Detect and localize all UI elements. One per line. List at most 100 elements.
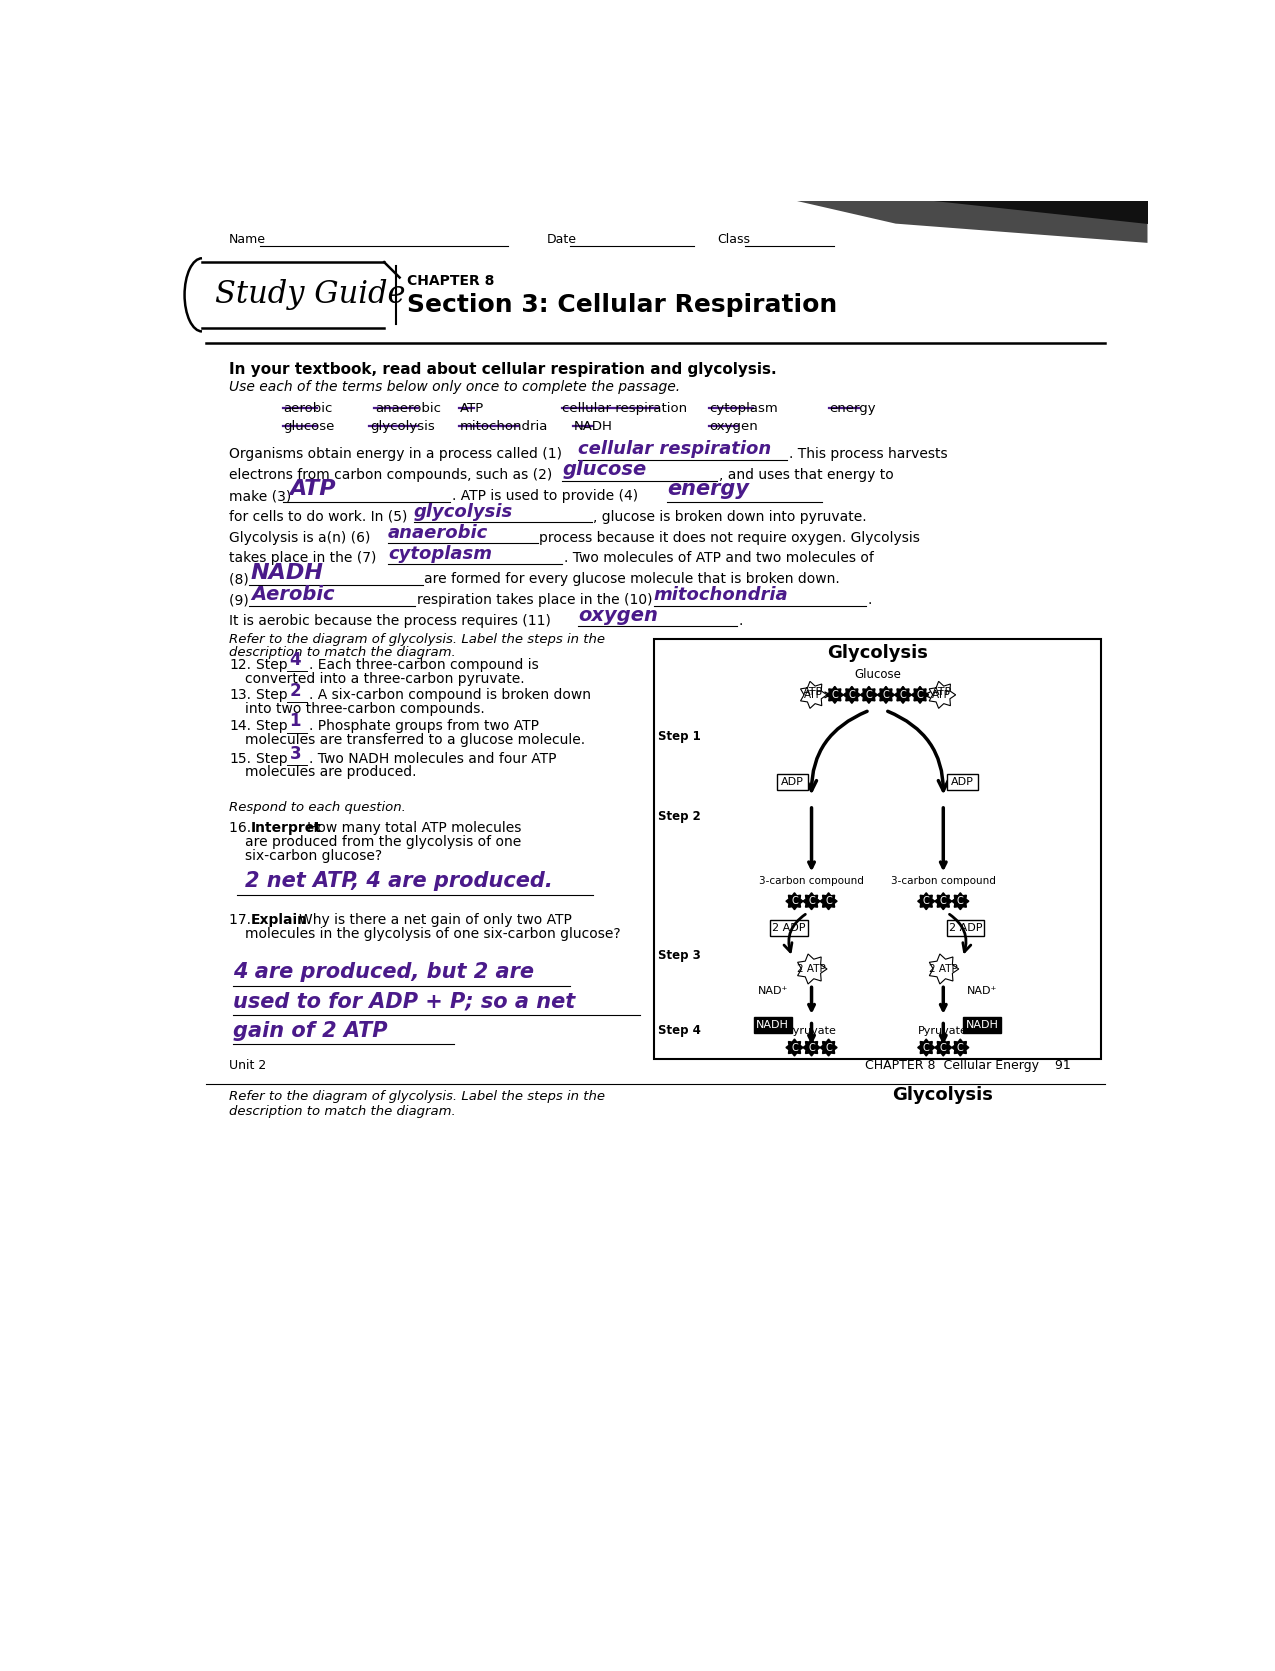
Text: Step: Step — [256, 688, 292, 702]
Text: are formed for every glucose molecule that is broken down.: are formed for every glucose molecule th… — [425, 571, 840, 587]
Bar — [947, 774, 978, 790]
Text: , glucose is broken down into pyruvate.: , glucose is broken down into pyruvate. — [593, 510, 867, 523]
Text: Step 3: Step 3 — [658, 949, 701, 962]
Text: Glycolysis: Glycolysis — [827, 643, 928, 662]
Text: NAD⁺: NAD⁺ — [757, 986, 788, 996]
Text: electrons from carbon compounds, such as (2): electrons from carbon compounds, such as… — [230, 468, 557, 483]
Text: 3-carbon compound: 3-carbon compound — [759, 876, 864, 886]
Polygon shape — [952, 1039, 969, 1056]
Text: C: C — [958, 1043, 964, 1053]
Text: Refer to the diagram of glycolysis. Label the steps in the: Refer to the diagram of glycolysis. Labe… — [230, 633, 606, 647]
Text: C: C — [866, 690, 872, 700]
Text: description to match the diagram.: description to match the diagram. — [230, 1105, 456, 1118]
Text: cellular respiration: cellular respiration — [562, 403, 687, 416]
Text: anaerobic: anaerobic — [388, 523, 488, 541]
Text: description to match the diagram.: description to match the diagram. — [230, 647, 456, 660]
Text: Step: Step — [256, 752, 292, 765]
Polygon shape — [820, 1039, 838, 1056]
Text: 14.: 14. — [230, 719, 251, 734]
Polygon shape — [929, 954, 959, 984]
Text: molecules are transferred to a glucose molecule.: molecules are transferred to a glucose m… — [245, 734, 585, 747]
Text: 15.: 15. — [230, 752, 251, 765]
Text: ATP: ATP — [803, 687, 824, 697]
Bar — [770, 921, 807, 936]
Text: energy: energy — [667, 480, 748, 500]
Text: Step: Step — [256, 719, 292, 734]
Text: C: C — [917, 690, 923, 700]
Text: aerobic: aerobic — [283, 403, 333, 416]
Bar — [947, 921, 984, 936]
Text: six-carbon glucose?: six-carbon glucose? — [245, 849, 381, 862]
Polygon shape — [935, 201, 1148, 224]
Text: Interpret: Interpret — [251, 820, 321, 836]
Text: It is aerobic because the process requires (11): It is aerobic because the process requir… — [230, 613, 556, 628]
Text: glycolysis: glycolysis — [413, 503, 513, 521]
Text: ADP: ADP — [951, 777, 974, 787]
Polygon shape — [918, 1039, 935, 1056]
Polygon shape — [843, 687, 861, 703]
Text: 12.: 12. — [230, 658, 251, 672]
Text: Name: Name — [230, 232, 266, 246]
Text: C: C — [923, 896, 929, 906]
Polygon shape — [895, 687, 912, 703]
Polygon shape — [952, 892, 969, 909]
Text: Step 1: Step 1 — [658, 730, 701, 742]
Text: . ATP is used to provide (4): . ATP is used to provide (4) — [453, 490, 643, 503]
Text: 1: 1 — [289, 712, 301, 730]
Text: used to for ADP + P; so a net: used to for ADP + P; so a net — [233, 991, 575, 1011]
Text: . Two NADH molecules and four ATP: . Two NADH molecules and four ATP — [309, 752, 556, 765]
Text: oxygen: oxygen — [710, 419, 759, 433]
Text: Unit 2: Unit 2 — [230, 1059, 266, 1073]
Text: ATP: ATP — [289, 480, 337, 500]
Polygon shape — [803, 892, 820, 909]
Text: C: C — [882, 690, 890, 700]
Text: C: C — [900, 690, 907, 700]
Text: Why is there a net gain of only two ATP: Why is there a net gain of only two ATP — [298, 914, 571, 927]
Polygon shape — [785, 1039, 803, 1056]
Text: NADH: NADH — [756, 1021, 789, 1031]
Text: Glycolysis: Glycolysis — [891, 1086, 992, 1105]
Text: Pyruvate: Pyruvate — [918, 1026, 968, 1036]
Text: glucose: glucose — [283, 419, 335, 433]
Text: .: . — [738, 613, 742, 628]
Text: NADH: NADH — [251, 563, 324, 583]
Polygon shape — [820, 892, 838, 909]
Text: Glucose: Glucose — [854, 668, 901, 680]
Text: Date: Date — [547, 232, 576, 246]
Text: In your textbook, read about cellular respiration and glycolysis.: In your textbook, read about cellular re… — [230, 361, 776, 376]
Text: mitochondria: mitochondria — [460, 419, 548, 433]
Text: C: C — [848, 690, 856, 700]
Text: C: C — [790, 896, 798, 906]
Text: ADP: ADP — [780, 777, 803, 787]
Text: Explain: Explain — [251, 914, 307, 927]
FancyArrowPatch shape — [887, 712, 949, 790]
Text: cytoplasm: cytoplasm — [388, 545, 492, 563]
Text: Use each of the terms below only once to complete the passage.: Use each of the terms below only once to… — [230, 381, 681, 394]
Polygon shape — [877, 687, 895, 703]
Text: are produced from the glycolysis of one: are produced from the glycolysis of one — [245, 836, 521, 849]
Text: cellular respiration: cellular respiration — [578, 439, 771, 458]
Text: into two three-carbon compounds.: into two three-carbon compounds. — [245, 702, 484, 717]
Text: C: C — [808, 896, 815, 906]
Text: . Phosphate groups from two ATP: . Phosphate groups from two ATP — [309, 719, 539, 734]
Text: mitochondria: mitochondria — [654, 587, 788, 605]
Text: C: C — [831, 690, 838, 700]
Text: ATP: ATP — [460, 403, 484, 416]
Text: C: C — [825, 896, 833, 906]
Text: 3: 3 — [289, 745, 301, 762]
Text: oxygen: oxygen — [578, 607, 658, 625]
Polygon shape — [935, 1039, 952, 1056]
FancyArrowPatch shape — [807, 712, 867, 790]
Text: ATP: ATP — [932, 687, 952, 697]
Text: CHAPTER 8: CHAPTER 8 — [408, 274, 495, 287]
Text: Step 4: Step 4 — [658, 1024, 701, 1036]
Polygon shape — [794, 201, 1148, 242]
Text: . Each three-carbon compound is: . Each three-carbon compound is — [309, 658, 539, 672]
Text: C: C — [923, 1043, 929, 1053]
Text: Step: Step — [256, 658, 292, 672]
Text: CHAPTER 8  Cellular Energy    91: CHAPTER 8 Cellular Energy 91 — [864, 1059, 1071, 1073]
Polygon shape — [912, 687, 928, 703]
Text: ATP: ATP — [932, 690, 951, 700]
Polygon shape — [935, 892, 952, 909]
Text: Section 3: Cellular Respiration: Section 3: Cellular Respiration — [408, 292, 838, 317]
